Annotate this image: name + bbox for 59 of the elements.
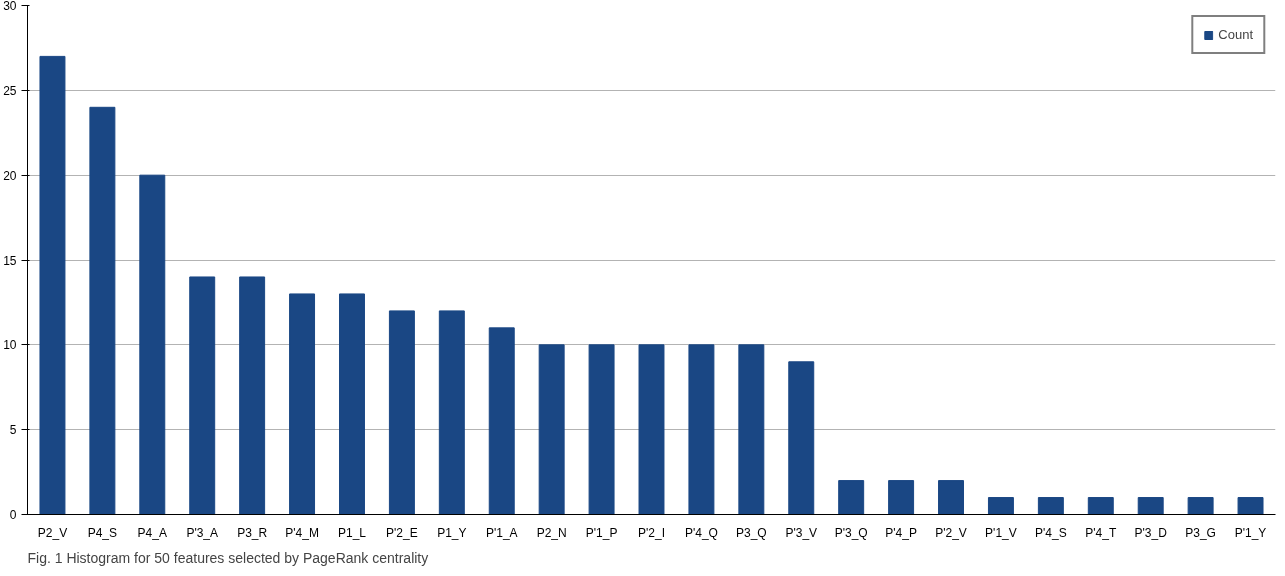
x-tick-label: P3_Q bbox=[736, 525, 767, 540]
x-tick-label: P'2_V bbox=[935, 525, 967, 540]
x-tick-label: P3_R bbox=[237, 525, 268, 540]
bar bbox=[1037, 497, 1064, 515]
bar bbox=[239, 276, 266, 515]
bar bbox=[438, 310, 465, 515]
bar bbox=[738, 344, 765, 515]
bar bbox=[1187, 497, 1214, 515]
x-tick-label: P1_Y bbox=[437, 525, 467, 540]
bar bbox=[588, 344, 615, 515]
y-tick-label: 5 bbox=[9, 423, 17, 438]
bar bbox=[1237, 497, 1264, 515]
x-tick-label: P1_L bbox=[337, 525, 367, 540]
x-tick-label: P'2_I bbox=[638, 525, 665, 540]
x-tick-label: P3_G bbox=[1185, 525, 1216, 540]
bar bbox=[688, 344, 715, 515]
bar bbox=[838, 480, 865, 515]
y-tick-label: 15 bbox=[3, 253, 17, 268]
x-tick-label: P'4_T bbox=[1085, 525, 1117, 540]
bar bbox=[89, 106, 116, 515]
bar bbox=[388, 310, 415, 515]
y-tick-label: 20 bbox=[3, 168, 17, 183]
x-tick-label: P'3_D bbox=[1134, 525, 1168, 540]
legend-label: Count bbox=[1218, 27, 1253, 42]
x-tick-label: P'1_Y bbox=[1234, 525, 1267, 540]
y-tick-label: 30 bbox=[3, 0, 17, 13]
x-tick-label: P'3_V bbox=[785, 525, 818, 540]
bar bbox=[488, 327, 515, 515]
x-tick-label: P2_V bbox=[37, 525, 68, 540]
y-tick-label: 25 bbox=[3, 83, 17, 98]
bar bbox=[189, 276, 216, 515]
x-tick-label: P'4_P bbox=[885, 525, 917, 540]
bar bbox=[938, 480, 964, 515]
x-tick-label: P4_S bbox=[87, 525, 118, 540]
x-tick-label: P2_N bbox=[536, 525, 567, 540]
x-tick-label: P'2_E bbox=[386, 525, 418, 540]
bar bbox=[638, 344, 665, 515]
bar bbox=[39, 55, 66, 515]
x-tick-label: P4_A bbox=[137, 525, 167, 540]
bar bbox=[339, 293, 365, 515]
x-tick-label: P'4_Q bbox=[684, 525, 718, 540]
x-tick-label: P'4_S bbox=[1035, 525, 1067, 540]
y-tick-label: 0 bbox=[9, 508, 17, 522]
x-tick-label: P'1_A bbox=[485, 525, 518, 540]
x-tick-label: P'4_M bbox=[285, 525, 319, 540]
x-tick-label: P'3_A bbox=[186, 525, 219, 540]
x-tick-label: P'3_Q bbox=[834, 525, 868, 540]
bar bbox=[788, 361, 815, 515]
caption: Fig. 1 Histogram for 50 features selected by PageRank centrality bbox=[27, 549, 429, 566]
x-tick-label: P'1_V bbox=[985, 525, 1017, 540]
bar bbox=[538, 344, 565, 515]
x-tick-label: P'1_P bbox=[585, 525, 618, 540]
bar bbox=[289, 293, 316, 515]
bar bbox=[987, 497, 1014, 515]
bar bbox=[1087, 497, 1114, 515]
bar bbox=[888, 480, 915, 515]
bar bbox=[1137, 497, 1164, 515]
y-tick-label: 10 bbox=[3, 338, 17, 353]
bar bbox=[139, 174, 166, 515]
